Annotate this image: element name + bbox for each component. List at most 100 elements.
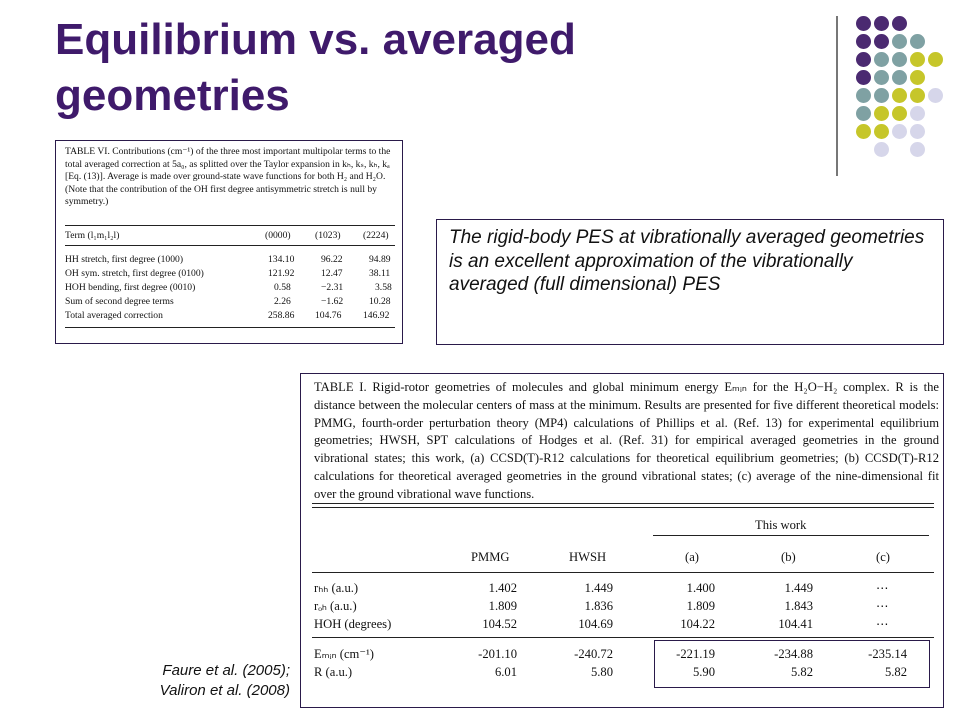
decor-dot bbox=[856, 34, 871, 49]
slide-title: Equilibrium vs. averaged geometries bbox=[55, 15, 576, 120]
table-i-figure: TABLE I. Rigid-rotor geometries of molec… bbox=[300, 373, 944, 708]
decor-dot bbox=[910, 52, 925, 67]
table-cell: 1.400 bbox=[686, 581, 715, 595]
table-cell: 3.58 bbox=[375, 282, 392, 293]
decor-dot bbox=[892, 16, 907, 31]
decor-dot bbox=[874, 34, 889, 49]
table-rule bbox=[653, 535, 929, 536]
table-cell: 2.26 bbox=[274, 296, 291, 307]
decor-dot bbox=[856, 70, 871, 85]
table-cell: -221.19 bbox=[676, 647, 715, 661]
decor-dot bbox=[874, 88, 889, 103]
row-label: rₕₕ (a.u.) bbox=[314, 581, 359, 595]
table-cell: 1.809 bbox=[488, 599, 517, 613]
row-label: OH sym. stretch, first degree (0100) bbox=[65, 268, 204, 279]
column-header: (2224) bbox=[363, 230, 389, 241]
decor-dot bbox=[874, 142, 889, 157]
table-header-row: Term (l₁m₁l₂l) (0000) (1023) (2224) bbox=[65, 229, 395, 242]
column-header: Term (l₁m₁l₂l) bbox=[65, 230, 120, 241]
decor-dot bbox=[856, 88, 871, 103]
table-cell: 5.82 bbox=[790, 665, 813, 679]
row-label: rₒₕ (a.u.) bbox=[314, 599, 357, 613]
table-rule bbox=[312, 503, 934, 504]
table-cell: 121.92 bbox=[268, 268, 295, 279]
table-cell: -235.14 bbox=[868, 647, 907, 661]
table-cell: 38.11 bbox=[369, 268, 391, 279]
table-row: Sum of second degree terms 2.26 −1.62 10… bbox=[65, 295, 395, 308]
table-cell: −1.62 bbox=[321, 296, 344, 307]
row-label: Sum of second degree terms bbox=[65, 296, 174, 307]
group-header: This work bbox=[755, 518, 807, 532]
column-header: (c) bbox=[876, 550, 890, 564]
decor-dot bbox=[892, 124, 907, 139]
table-cell: 1.449 bbox=[784, 581, 813, 595]
decor-dot bbox=[928, 52, 943, 67]
decor-dot bbox=[874, 70, 889, 85]
decor-dot bbox=[874, 124, 889, 139]
citation: Faure et al. (2005); Valiron et al. (200… bbox=[100, 661, 290, 701]
table-cell: 104.69 bbox=[578, 617, 613, 631]
table-cell: 258.86 bbox=[268, 310, 295, 321]
table-cell: 1.843 bbox=[784, 599, 813, 613]
decor-dot bbox=[892, 106, 907, 121]
row-label: R (a.u.) bbox=[314, 665, 353, 679]
decor-dot bbox=[892, 34, 907, 49]
table-cell: 104.52 bbox=[482, 617, 517, 631]
decor-dot bbox=[874, 106, 889, 121]
decor-dot bbox=[892, 70, 907, 85]
citation-line: Valiron et al. (2008) bbox=[159, 682, 290, 699]
table-cell: 6.01 bbox=[494, 665, 517, 679]
table-cell: 1.836 bbox=[584, 599, 613, 613]
table-rule bbox=[65, 225, 395, 226]
citation-line: Faure et al. (2005); bbox=[162, 662, 290, 679]
table-cell: 0.58 bbox=[274, 282, 291, 293]
table-cell: 1.809 bbox=[686, 599, 715, 613]
callout-box: The rigid-body PES at vibrationally aver… bbox=[436, 219, 944, 345]
table-cell: 146.92 bbox=[363, 310, 390, 321]
decor-dot bbox=[856, 106, 871, 121]
table-cell: 104.22 bbox=[680, 617, 715, 631]
table-cell: ⋯ bbox=[876, 617, 889, 631]
table-vi-figure: TABLE VI. Contributions (cm⁻¹) of the th… bbox=[55, 140, 403, 344]
decor-dot bbox=[856, 124, 871, 139]
row-label: HH stretch, first degree (1000) bbox=[65, 254, 184, 265]
table-cell: -201.10 bbox=[478, 647, 517, 661]
column-header: PMMG bbox=[471, 550, 510, 564]
table-row: OH sym. stretch, first degree (0100) 121… bbox=[65, 267, 395, 280]
decor-dot bbox=[874, 16, 889, 31]
column-header: HWSH bbox=[569, 550, 607, 564]
table-rule bbox=[65, 245, 395, 246]
table-cell: 10.28 bbox=[369, 296, 391, 307]
divider-line bbox=[836, 16, 838, 176]
decor-dot bbox=[910, 106, 925, 121]
column-header: (a) bbox=[685, 550, 699, 564]
table-cell: 5.82 bbox=[884, 665, 907, 679]
table-vi-caption: TABLE VI. Contributions (cm⁻¹) of the th… bbox=[65, 146, 391, 208]
table-i-caption: TABLE I. Rigid-rotor geometries of molec… bbox=[314, 380, 939, 501]
table-cell: 96.22 bbox=[321, 254, 343, 265]
table-cell: 5.80 bbox=[590, 665, 613, 679]
table-rule bbox=[65, 327, 395, 328]
table-row: HOH bending, first degree (0010) 0.58 −2… bbox=[65, 281, 395, 294]
row-label: Eₘᵢₙ (cm⁻¹) bbox=[314, 647, 374, 661]
decor-dot bbox=[874, 52, 889, 67]
decor-dot bbox=[910, 70, 925, 85]
table-row: HH stretch, first degree (1000) 134.10 9… bbox=[65, 253, 395, 266]
table-cell: −2.31 bbox=[321, 282, 344, 293]
decor-dot bbox=[892, 88, 907, 103]
table-row: Total averaged correction 258.86 104.76 … bbox=[65, 309, 395, 322]
table-cell: ⋯ bbox=[876, 599, 889, 613]
column-header: (0000) bbox=[265, 230, 291, 241]
table-cell: 5.90 bbox=[692, 665, 715, 679]
table-cell: 94.89 bbox=[369, 254, 391, 265]
decor-dot bbox=[928, 88, 943, 103]
decor-dot bbox=[856, 16, 871, 31]
table-rule bbox=[312, 637, 934, 638]
decor-dot bbox=[910, 88, 925, 103]
table-cell: ⋯ bbox=[876, 581, 889, 595]
decor-dot bbox=[910, 124, 925, 139]
decor-dot bbox=[892, 52, 907, 67]
table-cell: 1.402 bbox=[488, 581, 517, 595]
table-cell: -234.88 bbox=[774, 647, 813, 661]
highlight-box bbox=[654, 640, 930, 688]
